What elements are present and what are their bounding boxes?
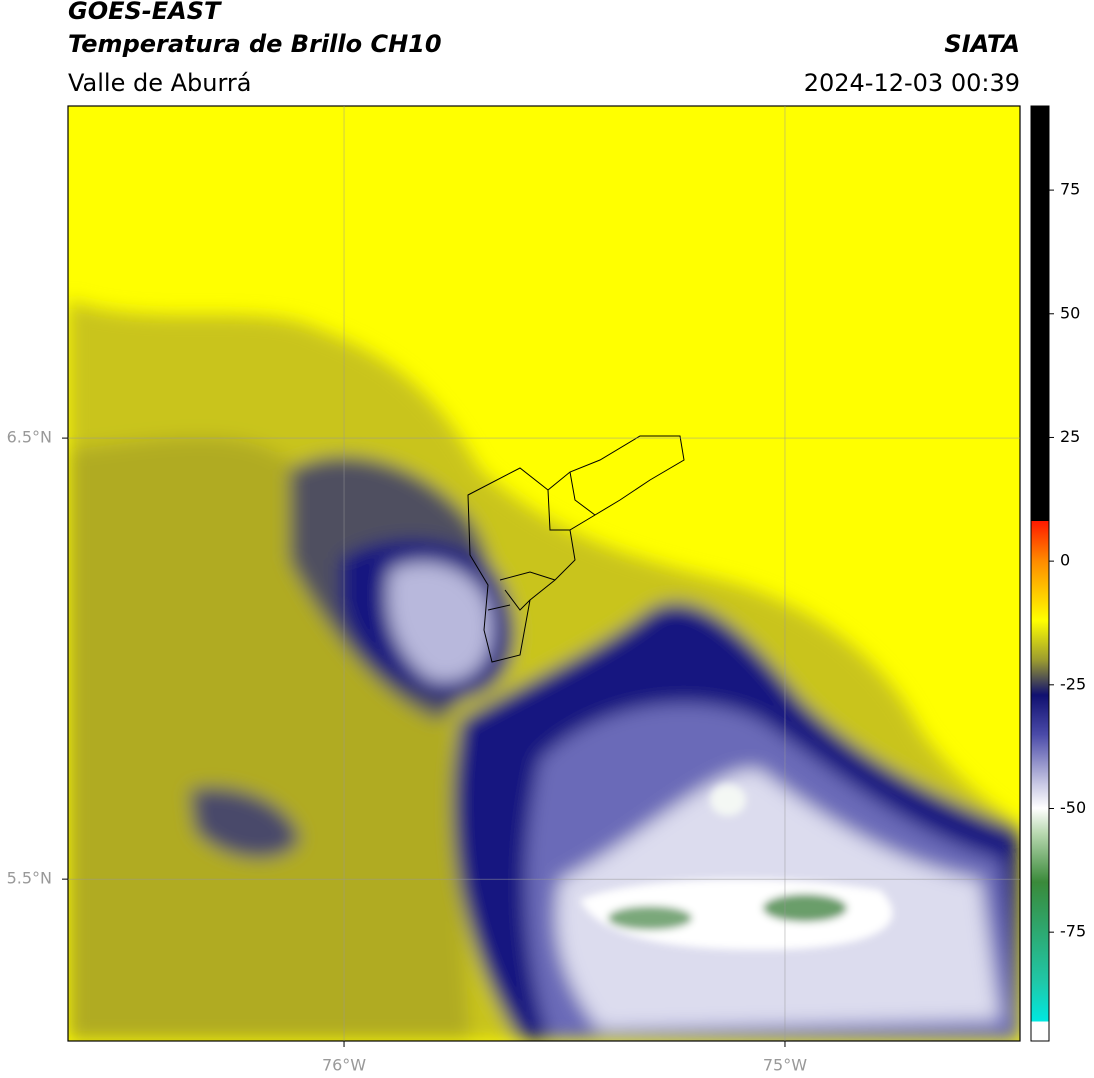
colorbar	[1030, 105, 1050, 1042]
colorbar-tick-label: -75	[1060, 922, 1086, 941]
map-frame	[67, 105, 1021, 1042]
datetime: 2024-12-03 00:39	[804, 69, 1020, 97]
y-tick-label: 5.5°N	[7, 869, 52, 888]
source: SIATA	[944, 30, 1020, 58]
colorbar-tick-label: 25	[1060, 427, 1080, 446]
region: Valle de Aburrá	[68, 69, 252, 97]
colorbar-tick-label: 0	[1060, 551, 1070, 570]
boundaries	[467, 435, 685, 663]
title: GOES-EAST	[68, 0, 222, 25]
x-tick-label: 76°W	[322, 1056, 366, 1075]
x-tick-label: 75°W	[763, 1056, 807, 1075]
colorbar-tick-label: 50	[1060, 303, 1080, 322]
y-tick-label: 6.5°N	[7, 428, 52, 447]
colorbar-tick-label: 75	[1060, 180, 1080, 199]
satellite-image	[68, 106, 1020, 1041]
product: Temperatura de Brillo CH10	[68, 30, 442, 58]
colorbar-tick-label: -50	[1060, 798, 1086, 817]
colorbar-tick-label: -25	[1060, 674, 1086, 693]
